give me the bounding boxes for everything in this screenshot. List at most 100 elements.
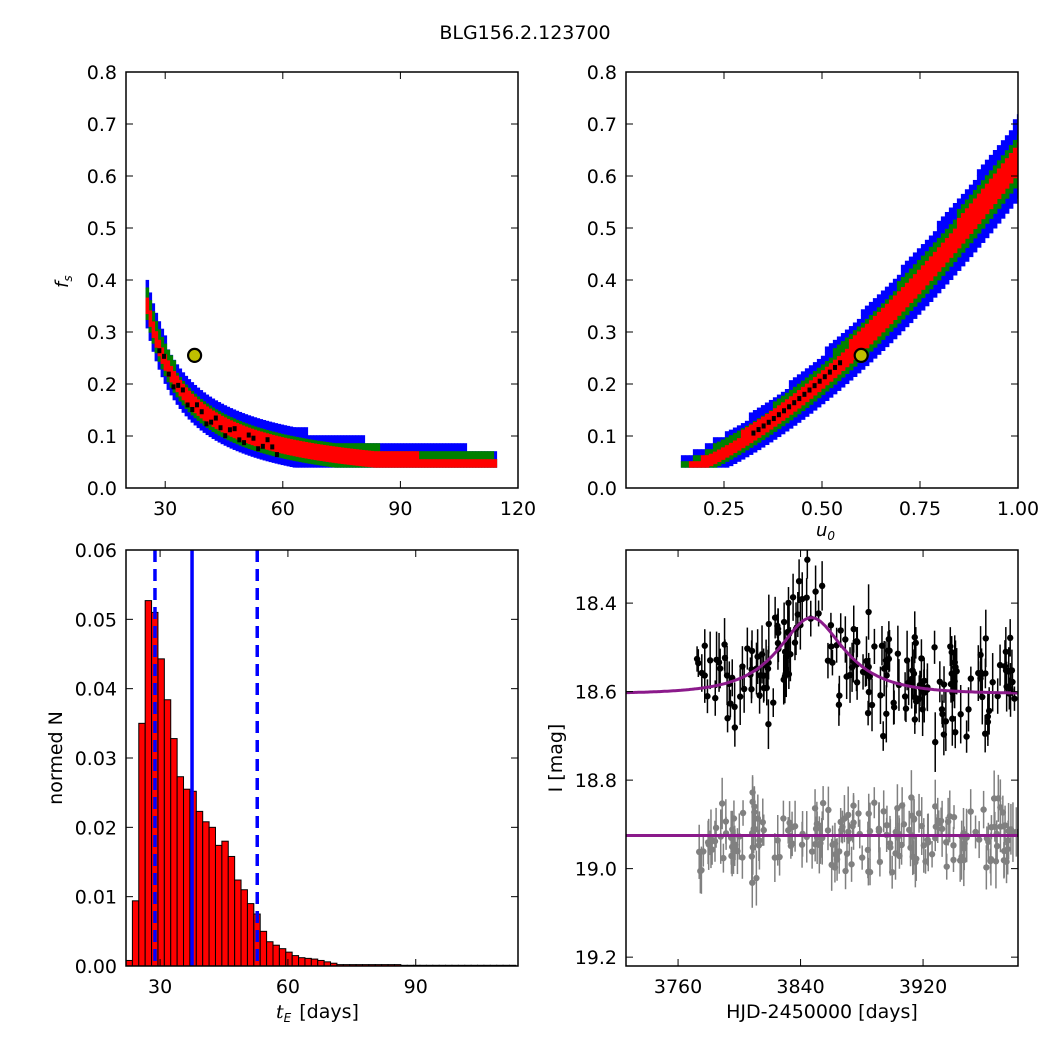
heatmap-cell-outer [253,417,258,426]
heatmap-cell-outer [448,443,453,452]
heatmap-cell-mid [884,299,890,306]
heatmap-cell-mid [728,435,734,442]
heatmap-cell-inner [325,445,330,454]
data-point [984,718,992,726]
heatmap-cell-outer [756,407,762,415]
heatmap-cell-inner [880,307,886,315]
heatmap-cell-mid [427,451,432,460]
heatmap-cell-outer [780,427,786,435]
heatmap-cell-outer [692,449,698,456]
heatmap-cell-mid [277,449,282,458]
heatmap-cell-outer [968,190,974,198]
heatmap-cell-inner [704,455,710,462]
heatmap-cell-outer [988,226,994,234]
heatmap-cell-outer [148,292,153,301]
heatmap-cell-outer [960,259,966,267]
heatmap-cell-inner [382,459,387,468]
heatmap-cell-inner [373,451,378,460]
heatmap-cell-outer [752,416,758,423]
baseline-point [829,841,836,848]
heatmap-cell-inner [924,278,930,286]
heatmap-cell-inner [478,459,483,468]
heatmap-cell-outer [436,443,441,452]
heatmap-cell-mid [864,318,870,326]
heatmap-cell-outer [283,425,288,434]
heatmap-cell-outer [852,370,858,377]
y-tick-label: 18.6 [575,682,617,704]
heatmap-cell-mid [708,449,714,456]
heatmap-cell-outer [696,449,702,456]
heatmap-cell-inner [388,459,393,468]
baseline-point [871,799,878,806]
heatmap-cell-outer [748,418,754,425]
heatmap-cell-core [251,435,256,441]
data-point [938,706,946,713]
baseline-point [983,864,990,871]
heatmap-cell-mid [151,335,156,344]
heatmap-cell-mid [776,422,782,430]
heatmap-cell-inner [964,226,970,233]
baseline-point [865,810,872,817]
heatmap-cell-outer [972,185,978,193]
data-point [977,651,984,659]
heatmap-cell-inner [856,331,862,339]
heatmap-cell-outer [256,450,261,459]
heatmap-cell-outer [304,459,309,468]
heatmap-cell-inner [972,210,978,218]
heatmap-cell-inner [896,309,902,316]
heatmap-cell-mid [166,373,171,383]
heatmap-cell-inner [888,317,894,325]
heatmap-cell-outer [1008,196,1014,203]
histogram-bar [221,840,229,966]
heatmap-cell-outer [1000,212,1006,219]
heatmap-cell-inner [980,194,986,202]
data-point [880,732,887,740]
heatmap-cell-outer [166,381,171,390]
heatmap-cell-outer [992,162,998,169]
heatmap-cell-mid [262,445,267,454]
heatmap-cell-mid [920,255,926,263]
heatmap-cell-inner [860,339,866,347]
baseline-point [864,846,872,854]
heatmap-cell-inner [397,459,402,468]
heatmap-cell-mid [896,281,902,288]
heatmap-cell-inner [1012,159,1018,167]
heatmap-cell-outer [980,230,986,237]
data-point [952,728,959,736]
heatmap-cell-inner [199,401,204,411]
heatmap-cell-inner [145,305,150,315]
heatmap-cell-outer [804,368,810,375]
heatmap-cell-core [185,402,190,408]
baseline-point [985,838,992,845]
heatmap-cell-inner [295,448,300,457]
histogram-bar [176,776,185,966]
heatmap-cell-inner [832,371,838,379]
heatmap-cell-outer [964,255,970,262]
heatmap-cell-outer [788,422,794,429]
heatmap-cell-outer [996,145,1002,152]
data-point [883,710,890,717]
heatmap-cell-inner [364,458,369,467]
heatmap-cell-mid [784,392,790,400]
heatmap-cell-outer [928,289,934,297]
heatmap-cell-outer [908,262,914,270]
baseline-point [808,848,816,855]
heatmap-cell-mid [232,434,237,444]
heatmap-cell-outer [211,430,216,440]
heatmap-cell-mid [772,401,778,408]
heatmap-cell-outer [944,271,950,279]
heatmap-cell-inner [904,288,910,296]
heatmap-cell-inner [310,443,315,452]
heatmap-cell-outer [244,446,249,455]
heatmap-cell-inner [984,207,990,215]
heatmap-cell-mid [972,231,978,239]
heatmap-cell-outer [772,397,778,404]
heatmap-cell-inner [160,347,165,356]
data-point [949,715,956,722]
data-point [890,704,898,711]
heatmap-cell-outer [884,334,890,342]
heatmap-cell-outer [960,253,966,261]
heatmap-cell-inner [868,319,874,327]
heatmap-cell-outer [1012,125,1018,132]
heatmap-cell-mid [346,443,351,452]
